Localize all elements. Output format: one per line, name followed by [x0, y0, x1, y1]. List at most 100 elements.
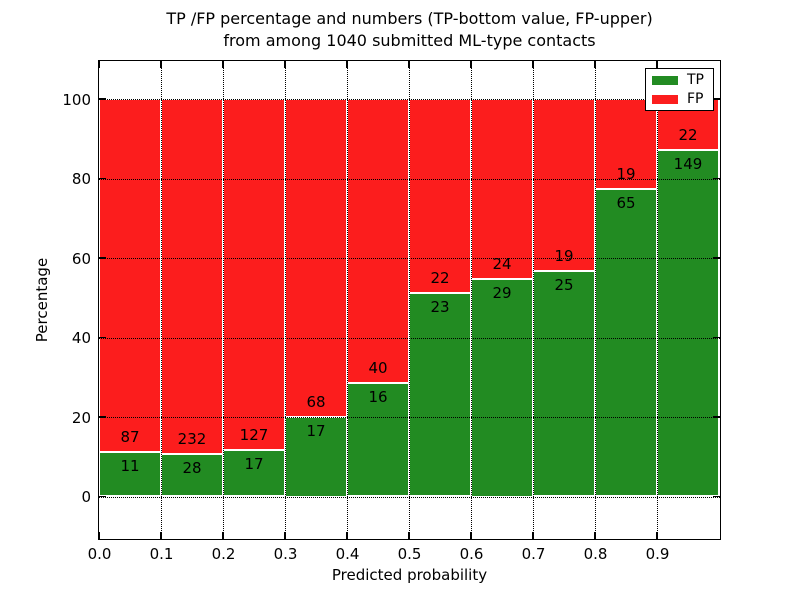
bar-segment-fp: [471, 99, 533, 279]
tp-count-label: 17: [306, 422, 326, 440]
x-tick-mark-top: [222, 61, 224, 68]
x-tick-label: 0.0: [87, 545, 112, 563]
y-tick-label: 40: [71, 329, 91, 347]
y-tick-mark: [99, 177, 106, 180]
x-tick-mark: [98, 532, 100, 539]
legend: TP FP: [645, 68, 714, 111]
y-tick-mark: [99, 495, 106, 498]
fp-count-label: 127: [239, 425, 269, 444]
y-tick-mark-right: [713, 416, 720, 418]
y-axis-label: Percentage: [33, 257, 51, 343]
tp-legend-swatch: [652, 75, 678, 85]
x-tick-label: 0.1: [149, 545, 174, 563]
y-tick-label: 0: [81, 488, 91, 506]
x-tick-mark-top: [284, 61, 286, 68]
fp-legend-label: FP: [687, 91, 704, 107]
x-tick-label: 0.3: [273, 545, 298, 563]
fp-count-label: 22: [678, 126, 698, 145]
x-gridline: [161, 61, 162, 539]
bar-segment-tp: [657, 150, 719, 497]
x-gridline: [657, 61, 658, 539]
y-tick-mark-right: [713, 257, 720, 259]
bar-segment-fp: [347, 99, 409, 383]
y-tick-label: 20: [71, 408, 91, 427]
x-tick-mark: [594, 532, 596, 539]
x-gridline: [223, 61, 224, 539]
tp-count-label: 11: [120, 456, 140, 475]
x-tick-mark: [160, 532, 162, 539]
x-tick-mark-top: [656, 61, 658, 68]
y-tick-label: 80: [71, 170, 91, 188]
bar-segment-tp: [471, 279, 533, 497]
bar-segment-fp: [99, 99, 161, 452]
bar-segment-tp: [533, 270, 595, 497]
x-tick-mark-top: [532, 61, 534, 68]
bar-segment-fp: [223, 99, 285, 450]
x-tick-mark: [532, 532, 534, 539]
bar-segment-fp: [161, 99, 223, 454]
bar-segment-tp: [99, 451, 161, 497]
y-tick-mark: [99, 336, 106, 339]
fp-legend-swatch: [652, 94, 678, 104]
bar-segment-tp: [347, 382, 409, 497]
tp-count-label: 65: [616, 193, 636, 212]
tp-count-label: 16: [368, 387, 388, 406]
y-tick-mark-right: [713, 336, 720, 339]
x-axis-label: Predicted probability: [331, 566, 488, 584]
fp-count-label: 68: [306, 393, 326, 411]
x-gridline: [595, 61, 596, 539]
legend-item-fp: FP: [652, 91, 707, 107]
x-tick-label: 0.5: [397, 545, 422, 563]
y-tick-mark: [99, 416, 106, 418]
x-tick-mark: [346, 532, 348, 539]
x-gridline: [471, 61, 472, 539]
x-gridline: [533, 61, 534, 539]
x-tick-mark: [408, 532, 410, 539]
fp-count-label: 22: [430, 269, 450, 288]
x-gridline: [285, 61, 286, 539]
tp-count-label: 29: [492, 284, 512, 302]
tp-count-label: 28: [182, 458, 202, 477]
tp-count-label: 23: [430, 298, 450, 317]
tp-count-label: 149: [673, 155, 703, 174]
fp-count-label: 19: [616, 164, 636, 183]
x-tick-label: 0.8: [583, 545, 608, 563]
y-tick-label: 60: [71, 249, 91, 268]
x-tick-mark: [284, 532, 286, 539]
x-tick-mark-top: [346, 61, 348, 68]
tp-count-label: 17: [244, 454, 264, 473]
x-tick-mark-top: [594, 61, 596, 68]
fp-count-label: 19: [554, 246, 574, 265]
y-tick-mark-right: [713, 495, 720, 498]
chart-title-line2: from among 1040 submitted ML-type contac…: [223, 31, 596, 50]
fp-count-label: 232: [177, 429, 207, 448]
x-tick-label: 0.4: [335, 545, 360, 563]
x-tick-mark: [222, 532, 224, 539]
x-tick-mark-top: [470, 61, 472, 68]
x-tick-label: 0.2: [211, 545, 236, 563]
x-tick-label: 0.9: [645, 545, 670, 563]
bar-segment-fp: [533, 99, 595, 271]
y-tick-mark-right: [713, 177, 720, 180]
y-tick-label: 100: [62, 90, 91, 109]
tp-legend-label: TP: [687, 72, 704, 88]
legend-item-tp: TP: [652, 72, 707, 88]
y-tick-mark: [99, 98, 106, 100]
x-tick-mark-top: [98, 61, 100, 68]
fp-count-label: 87: [120, 427, 140, 446]
bar-segment-tp: [409, 293, 471, 497]
x-gridline: [409, 61, 410, 539]
chart-title-line1: TP /FP percentage and numbers (TP-bottom…: [166, 9, 653, 28]
bar-segment-fp: [409, 99, 471, 294]
x-gridline: [347, 61, 348, 539]
plot-area: 87 11 232 28 127 17 68 17 40 16 22 23 24 29 19 25 19 65 22…: [98, 60, 721, 540]
tp-count-label: 25: [554, 275, 574, 294]
y-tick-mark-right: [713, 98, 720, 100]
bar-segment-tp: [595, 188, 657, 497]
x-tick-mark-top: [160, 61, 162, 68]
fp-count-label: 24: [492, 255, 512, 273]
chart-title: TP /FP percentage and numbers (TP-bottom…: [99, 8, 720, 52]
x-tick-mark-top: [408, 61, 410, 68]
x-tick-mark: [656, 532, 658, 539]
